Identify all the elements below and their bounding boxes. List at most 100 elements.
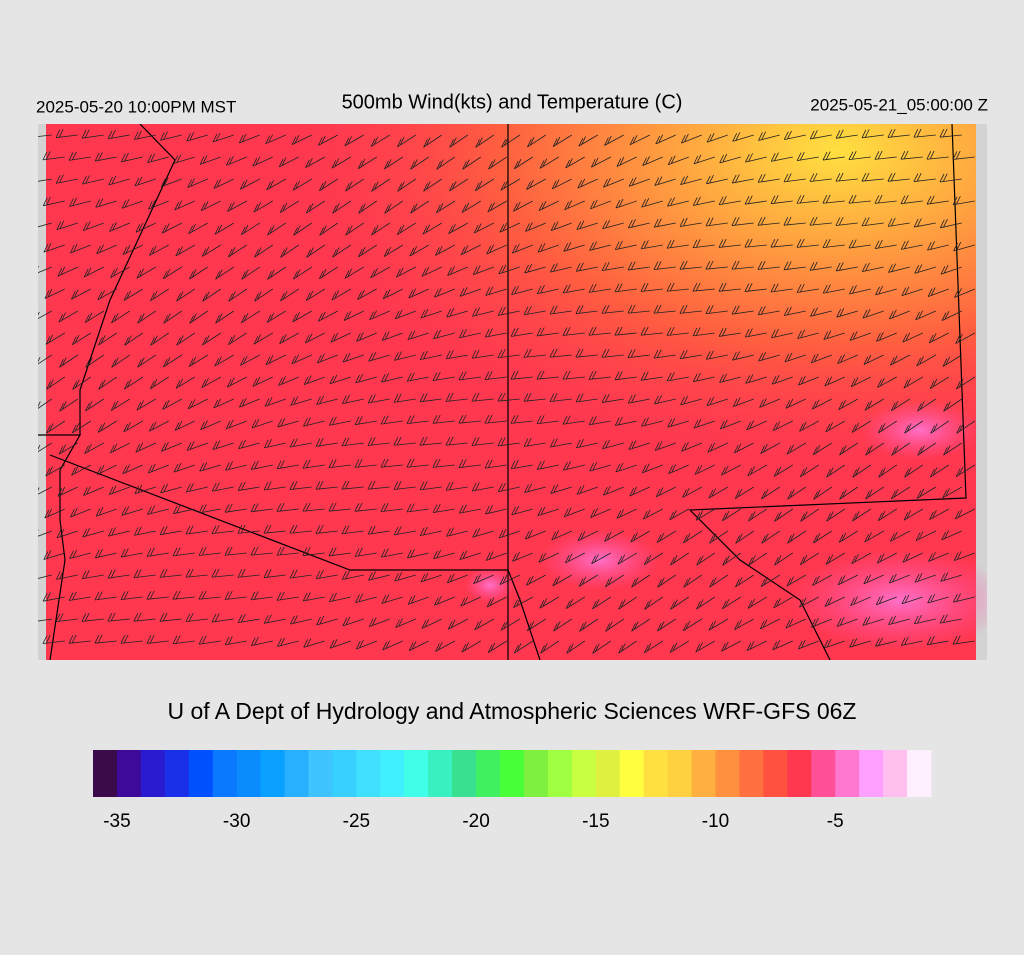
wind-barb	[303, 375, 325, 386]
wind-barb	[472, 265, 494, 276]
wind-barb	[809, 172, 832, 182]
wind-barb	[368, 571, 390, 581]
wind-barb	[201, 376, 221, 389]
wind-barb	[537, 242, 559, 253]
wind-barb	[254, 244, 273, 258]
wind-barb	[497, 437, 520, 447]
wind-barb	[927, 287, 949, 297]
wind-barb	[406, 503, 429, 513]
wind-barb	[875, 285, 897, 296]
wind-barb	[536, 460, 559, 470]
wind-barb	[538, 552, 559, 563]
wind-barb	[511, 505, 533, 516]
wind-barb	[770, 238, 793, 248]
wind-barb	[592, 596, 611, 610]
wind-barb	[435, 200, 455, 214]
wind-barb	[419, 481, 442, 491]
wind-barb	[513, 156, 533, 170]
wind-barb	[176, 288, 195, 302]
wind-barb	[328, 416, 351, 426]
wind-barb	[291, 354, 312, 365]
wind-barb	[57, 486, 78, 497]
wind-barb	[395, 618, 416, 628]
wind-barb	[537, 506, 559, 517]
wind-barb	[680, 133, 702, 144]
wind-barb	[121, 198, 143, 209]
wind-barb	[289, 481, 312, 490]
wind-barb	[368, 352, 390, 362]
wind-barb	[501, 134, 520, 148]
wind-barb	[590, 156, 611, 168]
wind-barb	[930, 420, 949, 434]
wind-barb	[524, 483, 546, 493]
wind-barb	[55, 174, 78, 184]
wind-barb	[380, 415, 403, 425]
wind-barb	[499, 222, 520, 233]
wind-barb	[589, 461, 611, 472]
wind-barb	[434, 287, 455, 298]
wind-barb	[512, 551, 533, 562]
wind-barb	[57, 266, 78, 277]
wind-barb	[536, 284, 559, 295]
wind-barb	[902, 332, 923, 343]
wind-barb	[475, 134, 494, 148]
wind-barb	[667, 418, 689, 428]
wind-barb	[744, 283, 767, 292]
colorbar-swatch	[763, 750, 788, 797]
wind-barb	[954, 508, 975, 520]
wind-barb	[473, 574, 494, 585]
wind-barb	[224, 546, 247, 556]
wind-barb	[839, 442, 858, 456]
wind-barb	[407, 330, 429, 341]
wind-barb	[799, 420, 819, 432]
credit: U of A Dept of Hydrology and Atmospheric…	[167, 698, 856, 724]
wind-barb	[851, 552, 871, 565]
wind-barb	[293, 266, 312, 280]
wind-barb	[394, 309, 416, 320]
wind-barb	[147, 505, 169, 515]
wind-barb	[783, 130, 806, 141]
wind-barb	[344, 266, 364, 279]
wind-barb	[890, 530, 910, 542]
wind-barb	[562, 370, 585, 380]
wind-barb	[367, 436, 390, 446]
wind-barb	[614, 283, 637, 293]
wind-barb	[577, 530, 598, 542]
wind-barb	[122, 244, 143, 256]
wind-barb	[616, 508, 637, 519]
wind-barb	[954, 288, 975, 298]
wind-barb	[513, 200, 533, 212]
wind-barb	[471, 482, 494, 492]
wind-barb	[46, 420, 65, 434]
wind-barb	[783, 216, 806, 226]
wind-barb	[250, 591, 273, 601]
colorbar-tick-label: -25	[343, 811, 370, 832]
wind-barb	[98, 332, 117, 346]
wind-barb	[904, 464, 923, 478]
wind-barb	[462, 156, 481, 170]
wind-barb	[68, 591, 91, 601]
wind-barb	[917, 398, 936, 412]
wind-barb	[38, 486, 52, 495]
wind-barb	[497, 482, 520, 493]
wind-barb	[38, 442, 52, 453]
wind-barb	[822, 151, 845, 161]
wind-barb	[304, 332, 325, 344]
wind-barb	[603, 177, 624, 188]
wind-barb	[70, 288, 91, 300]
wind-barb	[354, 547, 377, 557]
wind-barb	[485, 551, 507, 561]
wind-barb	[785, 618, 806, 629]
wind-barb	[693, 418, 715, 429]
colorbar-swatch	[380, 750, 405, 797]
wind-barb	[588, 283, 611, 293]
wind-barb	[133, 612, 156, 622]
wind-barb	[640, 326, 663, 336]
wind-barb	[71, 332, 91, 346]
wind-barb	[735, 574, 754, 588]
colorbar-tick-label: -30	[223, 811, 250, 832]
wind-barb	[653, 349, 676, 359]
wind-barb	[345, 222, 364, 236]
colorbar-swatch	[164, 750, 190, 797]
